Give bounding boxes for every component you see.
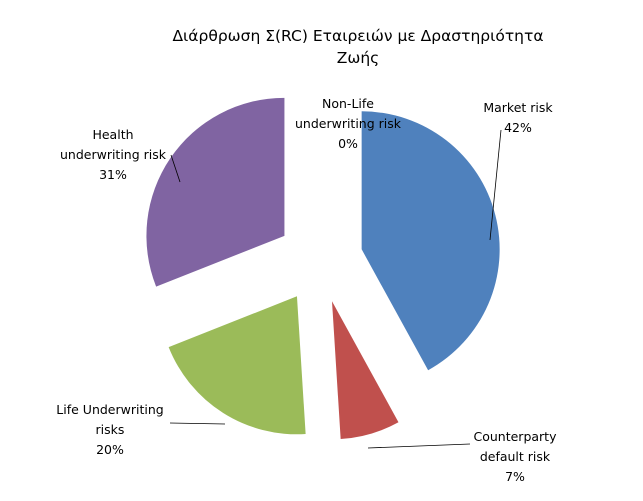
pie-slice-counterparty-default-risk (331, 301, 399, 440)
pie-slice-life-underwriting-risks (168, 296, 306, 435)
slice-category-label: Life Underwriting (56, 402, 163, 417)
slice-category-label: default risk (480, 449, 551, 464)
slice-category-label: underwriting risk (295, 116, 402, 131)
slice-category-label: Non-Life (322, 96, 374, 111)
pie-slice-market-risk (361, 111, 500, 371)
slice-value-label: 0% (338, 136, 358, 151)
slice-value-label: 31% (99, 167, 127, 182)
slice-category-label: Market risk (483, 100, 553, 115)
slice-category-label: risks (96, 422, 125, 437)
slice-category-label: Health (92, 127, 133, 142)
chart-title-line-2: Ζωής (337, 49, 380, 67)
leader-line (489, 129, 502, 241)
slice-value-label: 7% (505, 469, 525, 484)
pie-labels: Market risk 42% Counterparty default risk 7%… (56, 96, 557, 484)
slice-category-label: Counterparty (474, 429, 558, 444)
leader-line (169, 422, 226, 425)
chart-title-line-1: Διάρθρωση Σ(RC) Εταιρειών με Δραστηριότη… (172, 27, 543, 45)
pie-slices (146, 97, 500, 440)
leader-line (170, 154, 181, 183)
leader-line (367, 443, 471, 449)
slice-category-label: underwriting risk (60, 147, 167, 162)
slice-value-label: 42% (504, 120, 532, 135)
slice-value-label: 20% (96, 442, 124, 457)
pie-slice-health-underwriting-risk (146, 97, 285, 287)
